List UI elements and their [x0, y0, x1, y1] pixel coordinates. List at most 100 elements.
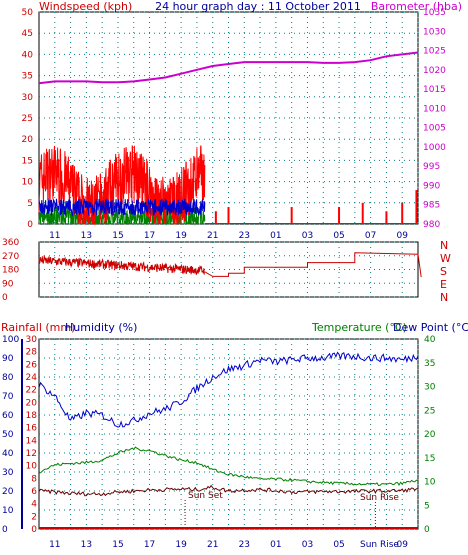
temperature-tick-label: 35	[424, 359, 435, 369]
wind-tick-label: 50	[22, 8, 34, 18]
rain-tick-label: 20	[26, 398, 38, 408]
axes: 0510152025303540455098098599099510001005…	[2, 8, 451, 550]
barometer-tick-label: 1025	[423, 47, 446, 57]
humidity-tick-label: 50	[2, 430, 14, 440]
compass-label: N	[440, 291, 448, 304]
wind-x-tick-label: 15	[112, 231, 123, 241]
wind-x-tick-label: 13	[81, 231, 92, 241]
wind-x-tick-label: 07	[365, 231, 376, 241]
temperature-tick-label: 15	[424, 454, 435, 464]
windspeed-axis-title: Windspeed (kph)	[39, 0, 132, 13]
barometer-tick-label: 1015	[423, 85, 446, 95]
temperature-tick-label: 30	[424, 383, 436, 393]
wind-x-tick-label: 05	[333, 231, 344, 241]
climate-x-tick-label: 09	[396, 540, 408, 550]
direction-tick-label: 0	[2, 293, 8, 303]
barometer-tick-label: 980	[423, 220, 440, 230]
series	[38, 51, 422, 529]
climate-x-tick-label: 03	[302, 540, 313, 550]
climate-x-tick-label: 11	[49, 540, 60, 550]
sun-rise-label: Sun Rise	[360, 493, 399, 503]
wind-tick-label: 5	[27, 199, 33, 209]
barometer-tick-label: 1030	[423, 27, 446, 37]
wind-x-tick-label: 23	[239, 231, 250, 241]
temperature-axis-title: Temperature (°C)	[311, 321, 407, 334]
grid	[39, 11, 419, 530]
climate-x-tick-label: 21	[207, 540, 218, 550]
wind-tick-label: 10	[22, 178, 34, 188]
rain-tick-label: 16	[26, 424, 38, 434]
barometer-tick-label: 985	[423, 201, 440, 211]
humidity-tick-label: 100	[2, 335, 19, 345]
rainfall-axis-title: Rainfall (mm)	[1, 321, 75, 334]
chart-title: 24 hour graph day : 11 October 2011	[155, 0, 361, 13]
direction-series	[204, 252, 422, 278]
barometer-tick-label: 995	[423, 162, 440, 172]
rain-tick-label: 26	[26, 360, 38, 370]
humidity-tick-label: 10	[2, 506, 14, 516]
direction-tick-label: 270	[2, 252, 19, 262]
rain-tick-label: 24	[26, 373, 38, 383]
dewpoint-axis-title: Dew Point (°C)	[393, 321, 468, 334]
climate-x-tick-label: 05	[333, 540, 344, 550]
wind-tick-label: 45	[22, 29, 33, 39]
rain-tick-label: 0	[31, 525, 37, 535]
temperature-tick-label: 5	[424, 501, 430, 511]
humidity-tick-label: 0	[2, 525, 8, 535]
humidity-axis-title: Humidity (%)	[65, 321, 137, 334]
rain-tick-label: 10	[26, 462, 38, 472]
direction-panel-frame	[38, 241, 419, 298]
wind-tick-label: 15	[22, 156, 33, 166]
climate-x-tick-label: 23	[239, 540, 250, 550]
wind-tick-label: 35	[22, 72, 33, 82]
wind-x-tick-label: 01	[270, 231, 281, 241]
wind-x-tick-label: 17	[144, 231, 155, 241]
temperature-tick-label: 0	[424, 525, 430, 535]
rain-tick-label: 18	[26, 411, 38, 421]
sun-rise-tick-label: Sun Rise	[360, 540, 399, 550]
wind-tick-label: 30	[22, 93, 34, 103]
direction-tick-label: 90	[2, 279, 14, 289]
direction-noisy-series	[38, 255, 205, 275]
wind-tick-label: 20	[22, 135, 34, 145]
temperature-series	[38, 446, 419, 487]
barometer-tick-label: 990	[423, 181, 440, 191]
temperature-tick-label: 20	[424, 430, 436, 440]
rain-tick-label: 12	[26, 449, 37, 459]
temperature-tick-label: 40	[424, 335, 436, 345]
rain-tick-label: 4	[31, 500, 37, 510]
barometer-tick-label: 1020	[423, 66, 446, 76]
wind-tick-label: 0	[27, 220, 33, 230]
compass-label: W	[440, 252, 451, 265]
barometer-tick-label: 1005	[423, 124, 446, 134]
climate-x-tick-label: 01	[270, 540, 281, 550]
compass-label: N	[440, 239, 448, 252]
direction-tick-label: 180	[2, 266, 19, 276]
temperature-tick-label: 10	[424, 478, 436, 488]
rain-tick-label: 22	[26, 386, 37, 396]
barometer-series	[38, 51, 419, 85]
climate-x-tick-label: 13	[81, 540, 92, 550]
humidity-series	[38, 351, 419, 428]
wind-x-tick-label: 09	[396, 231, 408, 241]
wind-x-tick-label: 11	[49, 231, 60, 241]
wind-blue-series	[38, 198, 206, 217]
humidity-tick-label: 80	[2, 373, 14, 383]
wind-x-tick-label: 03	[302, 231, 313, 241]
direction-tick-label: 360	[2, 238, 19, 248]
humidity-tick-label: 90	[2, 354, 14, 364]
wind-x-tick-label: 19	[175, 231, 187, 241]
dewpoint-series	[38, 484, 419, 497]
barometer-axis-title: Barometer (hba)	[371, 0, 462, 13]
barometer-tick-label: 1000	[423, 143, 446, 153]
rain-tick-label: 30	[26, 335, 38, 345]
rain-tick-label: 2	[31, 512, 37, 522]
rain-tick-label: 14	[26, 436, 38, 446]
climate-x-tick-label: 19	[175, 540, 187, 550]
barometer-tick-label: 1035	[423, 8, 446, 18]
sun-set-label: Sun Set	[188, 491, 223, 501]
rain-tick-label: 8	[31, 474, 37, 484]
wind-x-tick-label: 21	[207, 231, 218, 241]
climate-x-tick-label: 17	[144, 540, 155, 550]
